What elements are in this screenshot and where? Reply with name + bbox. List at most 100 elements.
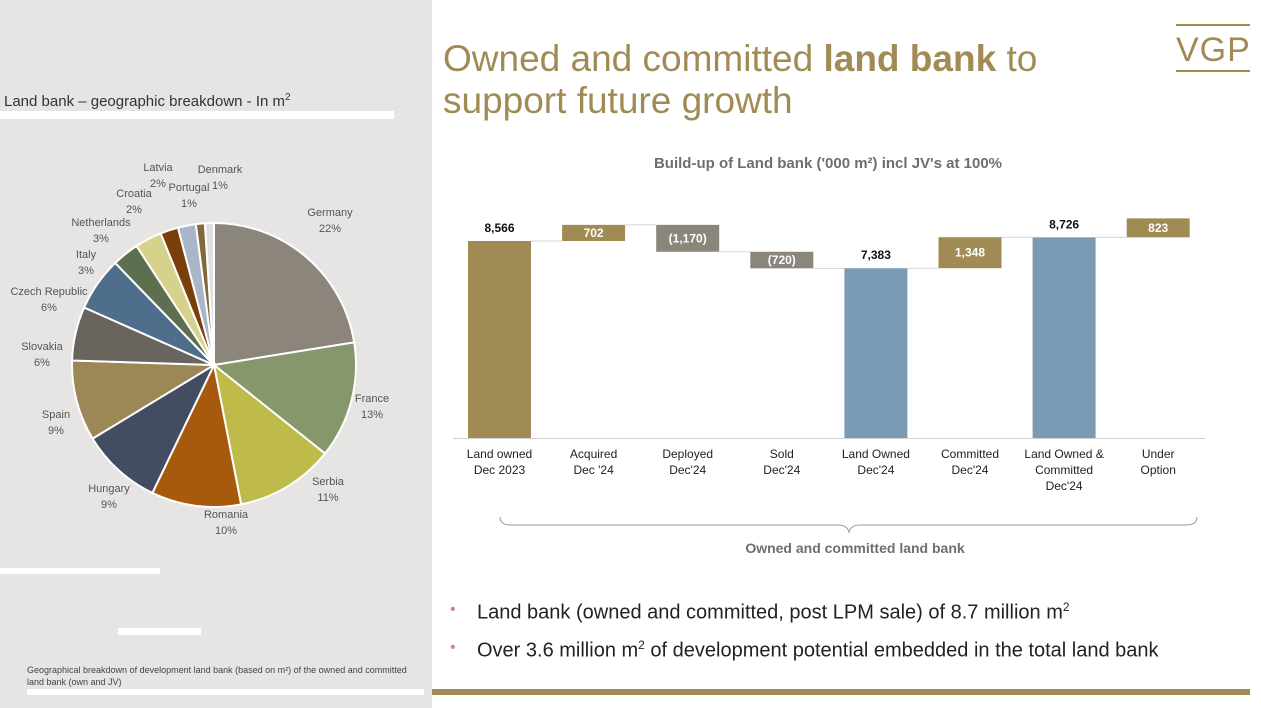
waterfall-bar (938, 237, 1002, 269)
waterfall-bar (468, 241, 531, 438)
pie-value-label: 9% (101, 499, 117, 511)
pie-label: Hungary (88, 483, 130, 495)
bullet-text: Over 3.6 million m (477, 639, 639, 662)
waterfall-bar (844, 268, 908, 438)
bar-value-label: 8,566 (484, 221, 514, 235)
pie-value-label: 1% (181, 198, 197, 210)
divider-bar (27, 689, 424, 695)
group-label: Owned and committed land bank (745, 540, 965, 556)
waterfall-title: Build-up of Land bank ('000 m²) incl JV'… (654, 155, 1002, 172)
waterfall-bar (1126, 218, 1190, 238)
waterfall-bar (562, 224, 626, 241)
pie-label: Italy (76, 249, 97, 261)
category-label: Deployed (662, 447, 713, 461)
divider-bar (118, 628, 201, 635)
bullet-item: • Land bank (owned and committed, post LP… (450, 600, 1159, 638)
title-bold: land bank (823, 38, 997, 79)
vgp-logo: VGP (1176, 24, 1250, 74)
category-label: Land Owned & (1024, 447, 1103, 461)
pie-value-label: 2% (126, 204, 142, 216)
waterfall-bar (750, 251, 814, 269)
bar-value-label: 8,726 (1049, 217, 1079, 231)
pie-value-label: 3% (78, 265, 94, 277)
category-label: Dec'24 (763, 463, 800, 477)
bullet-dot: • (450, 601, 456, 618)
category-label: Dec'24 (952, 463, 989, 477)
pie-label: Denmark (198, 164, 243, 176)
pie-value-label: 6% (41, 302, 57, 314)
pie-value-label: 6% (34, 357, 50, 369)
pie-slice (211, 341, 357, 455)
pie-value-label: 1% (212, 180, 228, 192)
category-label: Under (1142, 447, 1175, 461)
bar-value-label: 823 (1148, 221, 1168, 235)
bullet-text: Land bank (owned and committed, post LPM… (477, 601, 1063, 624)
logo-top-bar (1176, 24, 1250, 26)
pie-value-label: 10% (215, 525, 237, 537)
category-label: Sold (770, 447, 794, 461)
pie-title-sup: 2 (285, 92, 291, 103)
logo-bottom-bar (1176, 70, 1250, 72)
page-title: Owned and committed land bank to support… (443, 38, 1037, 122)
pie-slice (203, 221, 215, 366)
pie-slice (151, 361, 243, 508)
category-label: Option (1141, 463, 1176, 477)
pie-label: Spain (42, 409, 70, 421)
category-label: Dec '24 (573, 463, 614, 477)
pie-chart: Germany 22% France 13% Serbia 11% Romania 10% Hu… (10, 162, 389, 537)
bar-value-label: 7,383 (861, 248, 891, 262)
bullet-list: • Land bank (owned and committed, post LP… (450, 600, 1159, 676)
footnote: Geographical breakdown of development la… (27, 665, 407, 687)
group-brace (499, 516, 1198, 534)
pie-label: Netherlands (71, 217, 131, 229)
divider-bar (0, 568, 160, 574)
bullet-sup: 2 (638, 638, 645, 652)
bottom-bar (432, 689, 1250, 695)
category-label: Committed (1035, 463, 1093, 477)
pie-label: Czech Republic (10, 286, 88, 298)
title-pre: Owned and committed (443, 38, 824, 79)
category-label: Dec'24 (669, 463, 706, 477)
category-label: Dec'24 (857, 463, 894, 477)
title-post: to (996, 38, 1038, 79)
waterfall-bar (1032, 237, 1096, 438)
pie-label: Slovakia (21, 341, 63, 353)
pie-label: Romania (204, 509, 249, 521)
pie-value-label: 2% (150, 178, 166, 190)
bar-value-label: (720) (768, 253, 796, 267)
waterfall-chart: Build-up of Land bank ('000 m²) incl JV'… (453, 155, 1205, 556)
pie-label: France (355, 393, 389, 405)
pie-label: Portugal (169, 182, 210, 194)
bullet-tail: of development potential embedded in the… (644, 639, 1159, 662)
pie-slice (212, 362, 327, 506)
category-label: Land Owned (842, 447, 910, 461)
title-line2: support future growth (443, 80, 793, 121)
pie-value-label: 3% (93, 233, 109, 245)
waterfall-bar (656, 224, 720, 252)
bar-value-label: 1,348 (955, 246, 985, 260)
pie-label: Serbia (312, 476, 345, 488)
pie-label: Croatia (116, 188, 152, 200)
pie-value-label: 11% (317, 492, 338, 504)
category-label: Dec 2023 (474, 463, 526, 477)
bullet-item: • Over 3.6 million m2 of development pote… (450, 638, 1159, 676)
pie-value-label: 22% (319, 223, 341, 235)
pie-label: Latvia (143, 162, 173, 174)
category-label: Land owned (467, 447, 532, 461)
bullet-dot: • (450, 639, 456, 656)
bar-value-label: 702 (584, 226, 604, 240)
pie-slice (213, 221, 356, 367)
pie-title: Land bank – geographic breakdown - In m2 (4, 92, 291, 110)
divider-bar (0, 111, 394, 119)
pie-label: Germany (307, 207, 353, 219)
pie-title-text: Land bank – geographic breakdown - In m (4, 93, 286, 110)
bullet-sup: 2 (1062, 600, 1070, 614)
pie-value-label: 13% (361, 409, 383, 421)
category-label: Dec'24 (1046, 479, 1083, 493)
pie-value-label: 9% (48, 425, 64, 437)
category-label: Committed (941, 447, 999, 461)
bar-value-label: (1,170) (669, 231, 707, 245)
category-label: Acquired (570, 447, 617, 461)
pie-slice (91, 362, 217, 495)
logo-text: VGP (1176, 31, 1251, 69)
